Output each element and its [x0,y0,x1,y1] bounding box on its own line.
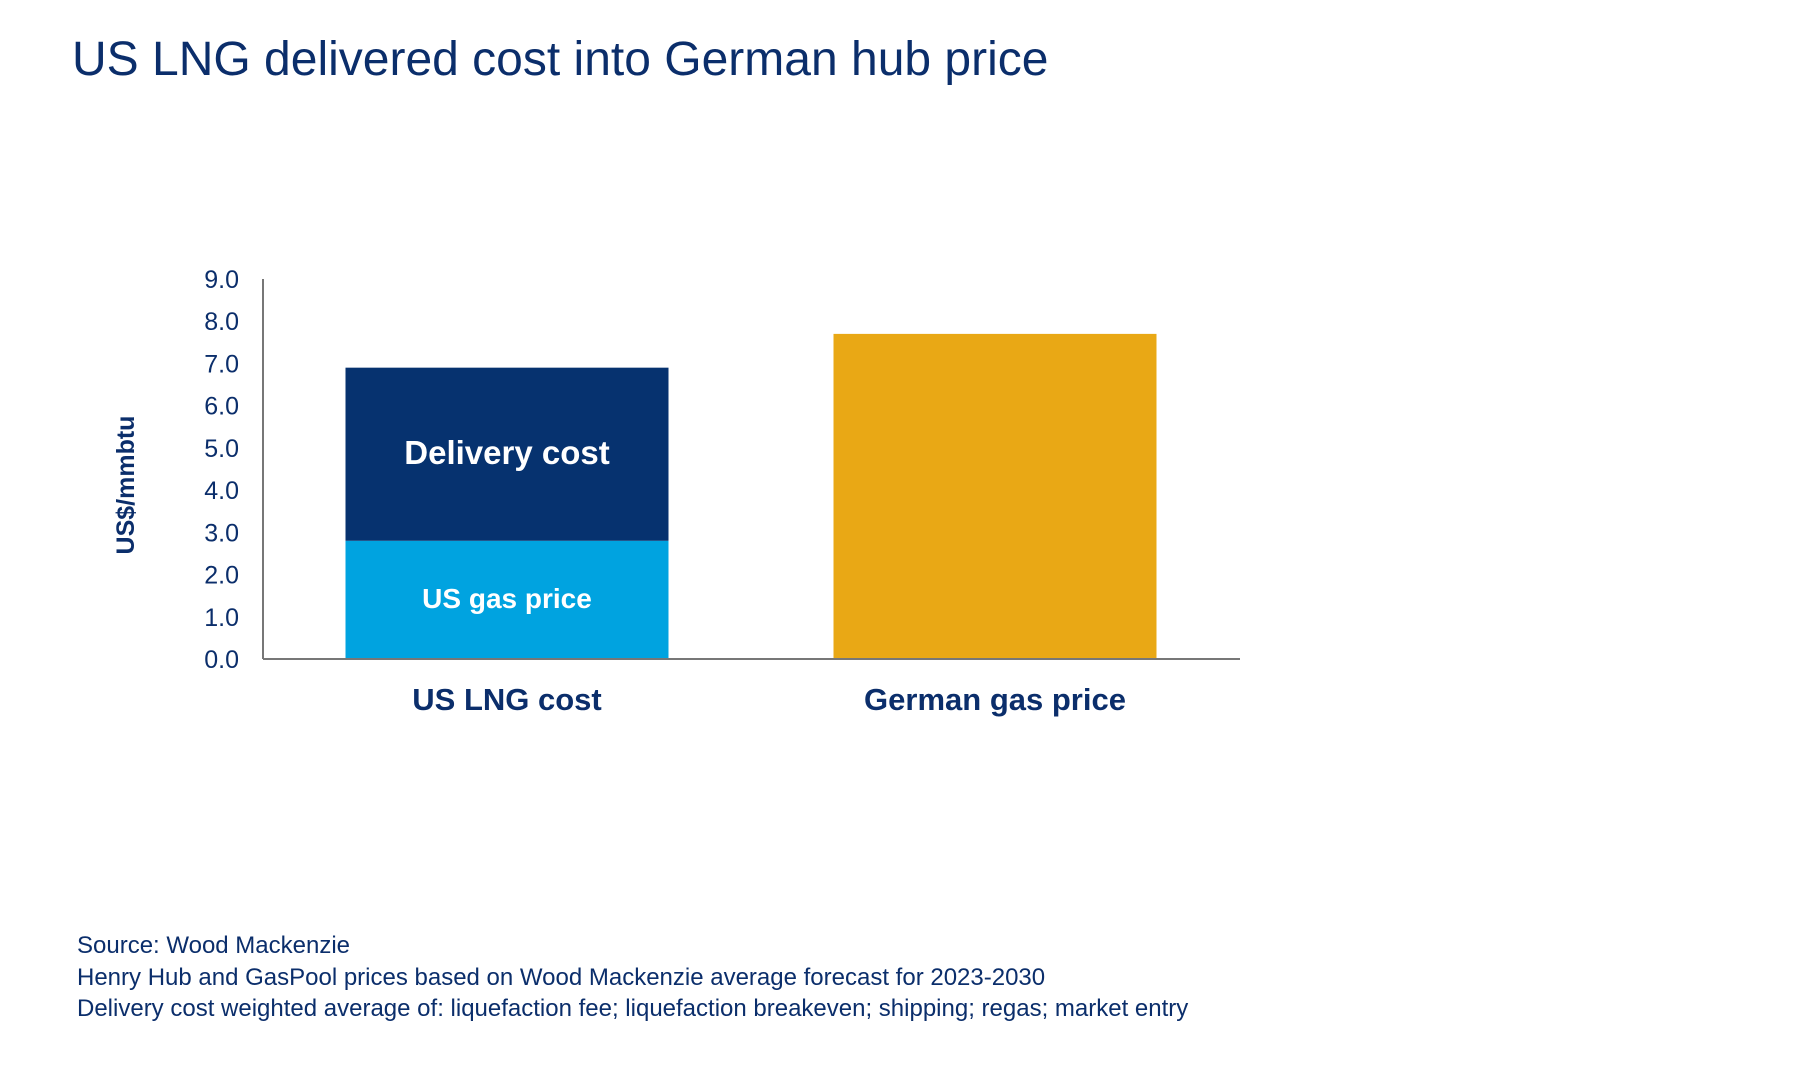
y-tick-label: 4.0 [204,477,239,505]
y-tick-label: 8.0 [204,308,239,336]
y-tick-label: 3.0 [204,519,239,547]
y-tick-label: 7.0 [204,350,239,378]
segment-label: Delivery cost [404,434,609,471]
category-label: German gas price [864,682,1126,717]
y-tick-label: 2.0 [204,562,239,590]
y-tick-label: 0.0 [204,646,239,674]
bar-segment [833,333,1157,659]
y-tick-label: 6.0 [204,393,239,421]
segment-label: US gas price [422,583,592,614]
bar-segment [345,540,669,659]
delivery-cost-note: Delivery cost weighted average of: lique… [77,995,1189,1022]
forecast-note: Henry Hub and GasPool prices based on Wo… [77,964,1046,991]
y-tick-label: 5.0 [204,435,239,463]
chart-title: US LNG delivered cost into German hub pr… [72,33,1049,86]
category-label: US LNG cost [412,682,601,717]
y-tick-label: 9.0 [204,266,239,294]
y-tick-label: 1.0 [204,604,239,632]
y-axis-label: US$/mmbtu [112,416,140,555]
bar-segment [345,367,669,541]
source-note: Source: Wood Mackenzie [77,932,351,959]
